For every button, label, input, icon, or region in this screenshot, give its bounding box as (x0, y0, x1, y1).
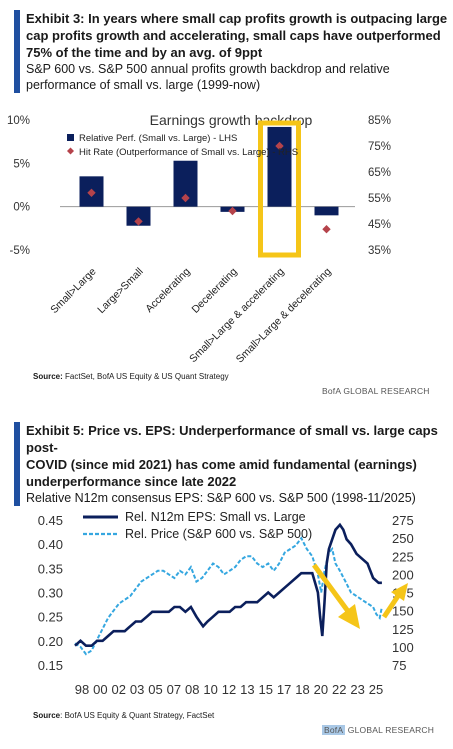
x-label-small-large: Small>Large (48, 266, 98, 316)
price-y-tick-275: 275 (392, 513, 414, 528)
y-right-tick-75: 75% (368, 141, 391, 153)
exhibit-5-brand: BofA GLOBAL RESEARCH (322, 725, 434, 735)
x-tick-20: 20 (314, 682, 328, 697)
exhibit-5-title-line-2: COVID (since mid 2021) has come amid fun… (26, 457, 417, 472)
x-label-small-large-decelerating: Small>Large & decelerating (234, 266, 334, 366)
eps-y-tick-0-15: 0.15 (38, 658, 63, 673)
x-tick-08: 08 (185, 682, 199, 697)
legend-bar-swatch (67, 134, 74, 141)
exhibit-5-source: Source: BofA US Equity & Quant Strategy,… (33, 711, 214, 720)
exhibit-3-subtitle-line-2: performance of small vs. large (1999-now… (26, 78, 261, 92)
x-tick-03: 03 (130, 682, 144, 697)
hit-rate-marker-decelerating (228, 206, 237, 216)
y-right-tick-45: 45% (368, 219, 391, 231)
hit-rate-marker-small-large-decelerating (322, 225, 331, 234)
price-y-tick-75: 75 (392, 658, 406, 673)
chart-1-title: Earnings growth backdrop (150, 112, 313, 128)
x-tick-17: 17 (277, 682, 291, 697)
legend-eps-label: Rel. N12m EPS: Small vs. Large (125, 510, 306, 524)
exhibit-5-brand-rest: GLOBAL RESEARCH (345, 725, 435, 735)
x-tick-05: 05 (148, 682, 162, 697)
exhibit-5-source-text: : BofA US Equity & Quant Strategy, FactS… (60, 711, 215, 720)
legend-marker-label: Hit Rate (Outperformance of Small vs. La… (79, 147, 298, 158)
exhibit-5-source-label: Source (33, 711, 61, 720)
x-tick-02: 02 (112, 682, 126, 697)
x-tick-12: 12 (222, 682, 236, 697)
price-y-tick-225: 225 (392, 549, 414, 564)
exhibit-5-brand-box: BofA (322, 725, 346, 735)
x-label-decelerating: Decelerating (189, 266, 239, 316)
x-tick-15: 15 (259, 682, 273, 697)
exhibit-3-source-label: Source: (33, 372, 63, 381)
exhibit-3-subtitle-line-1: S&P 600 vs. S&P 500 annual profits growt… (26, 62, 390, 76)
exhibit-3-header: Exhibit 3: In years where small cap prof… (14, 10, 453, 93)
exhibit-3-title-line-2: cap profits growth and accelerating, sma… (26, 28, 441, 43)
down-arrow-shaft (311, 563, 353, 616)
eps-y-tick-0-30: 0.30 (38, 586, 63, 601)
legend-price-label: Rel. Price (S&P 600 vs. S&P 500) (125, 527, 312, 541)
price-y-tick-125: 125 (392, 622, 414, 637)
chart-2-legend: Rel. N12m EPS: Small vs. Large Rel. Price… (83, 510, 312, 541)
exhibit-3-panel: Exhibit 3: In years where small cap prof… (7, 10, 453, 396)
bar-small-large-decelerating (314, 206, 339, 216)
exhibit-5-title-line-1: Exhibit 5: Price vs. EPS: Underperforman… (26, 423, 438, 455)
y-right-tick-85: 85% (368, 115, 391, 127)
eps-y-tick-0-40: 0.40 (38, 537, 63, 552)
price-y-tick-200: 200 (392, 567, 414, 582)
bar-large-small (126, 206, 151, 226)
x-tick-00: 00 (93, 682, 107, 697)
exhibit-5-header: Exhibit 5: Price vs. EPS: Underperforman… (14, 422, 453, 506)
hit-rate-marker-small-large (87, 188, 96, 197)
price-vs-eps-chart: 0.450.400.350.300.250.200.15275250225200… (38, 510, 414, 697)
exhibit-3-title-line-1: Exhibit 3: In years where small cap prof… (26, 11, 448, 26)
price-y-tick-250: 250 (392, 531, 414, 546)
legend-bar-label: Relative Perf. (Small vs. Large) - LHS (79, 133, 237, 144)
exhibit-3-source: Source: FactSet, BofA US Equity & US Qua… (33, 372, 229, 381)
hit-rate-marker-accelerating (181, 193, 190, 203)
rel-eps-line (74, 522, 382, 647)
eps-y-tick-0-35: 0.35 (38, 561, 63, 576)
x-tick-25: 25 (369, 682, 383, 697)
x-tick-07: 07 (167, 682, 181, 697)
bar-small-large-accelerating (267, 126, 292, 207)
x-tick-18: 18 (295, 682, 309, 697)
exhibit-3-source-text: FactSet, BofA US Equity & US Quant Strat… (62, 372, 229, 381)
x-tick-10: 10 (203, 682, 217, 697)
exhibit-3-title-line-3: 75% of the time and by an avg. of 9ppt (26, 45, 263, 60)
exhibit-3-brand: BofA GLOBAL RESEARCH (322, 386, 430, 396)
eps-y-tick-0-20: 0.20 (38, 634, 63, 649)
up-arrow-shaft (381, 594, 401, 619)
x-tick-22: 22 (332, 682, 346, 697)
exhibit-5-title-line-3: underperformance since late 2022 (26, 474, 237, 489)
price-y-tick-100: 100 (392, 640, 414, 655)
price-y-tick-150: 150 (392, 604, 414, 619)
exhibit-5-panel: Exhibit 5: Price vs. EPS: Underperforman… (0, 400, 453, 749)
eps-y-tick-0-25: 0.25 (38, 610, 63, 625)
rel-price-line (74, 536, 383, 656)
x-tick-98: 98 (75, 682, 89, 697)
y-right-tick-65: 65% (368, 167, 391, 179)
exhibit-5-subtitle-line-1: Relative N12m consensus EPS: S&P 600 vs.… (26, 491, 416, 505)
earnings-growth-chart: Earnings growth backdrop 10% 5% 0% -5% 85% 75%… (7, 112, 391, 366)
y-left-tick-0: 0% (13, 202, 30, 214)
x-tick-23: 23 (350, 682, 364, 697)
y-right-tick-35: 35% (368, 245, 391, 257)
up-arrow-head (391, 583, 408, 601)
chart-1-legend: Relative Perf. (Small vs. Large) - LHS Hi… (67, 133, 298, 158)
down-arrow-head (338, 604, 360, 629)
highlight-box (258, 120, 301, 258)
y-left-tick-10: 10% (7, 115, 30, 127)
legend-marker-swatch (67, 147, 74, 155)
x-label-small-large-accelerating: Small>Large & accelerating (187, 266, 287, 366)
y-left-tick-5: 5% (13, 158, 30, 170)
y-left-tick-5: -5% (10, 245, 30, 257)
y-right-tick-55: 55% (368, 193, 391, 205)
hit-rate-marker-large-small (134, 217, 143, 226)
x-label-accelerating: Accelerating (143, 266, 192, 315)
x-label-large-small: Large>Small (95, 266, 145, 316)
eps-y-tick-0-45: 0.45 (38, 513, 63, 528)
x-tick-13: 13 (240, 682, 254, 697)
